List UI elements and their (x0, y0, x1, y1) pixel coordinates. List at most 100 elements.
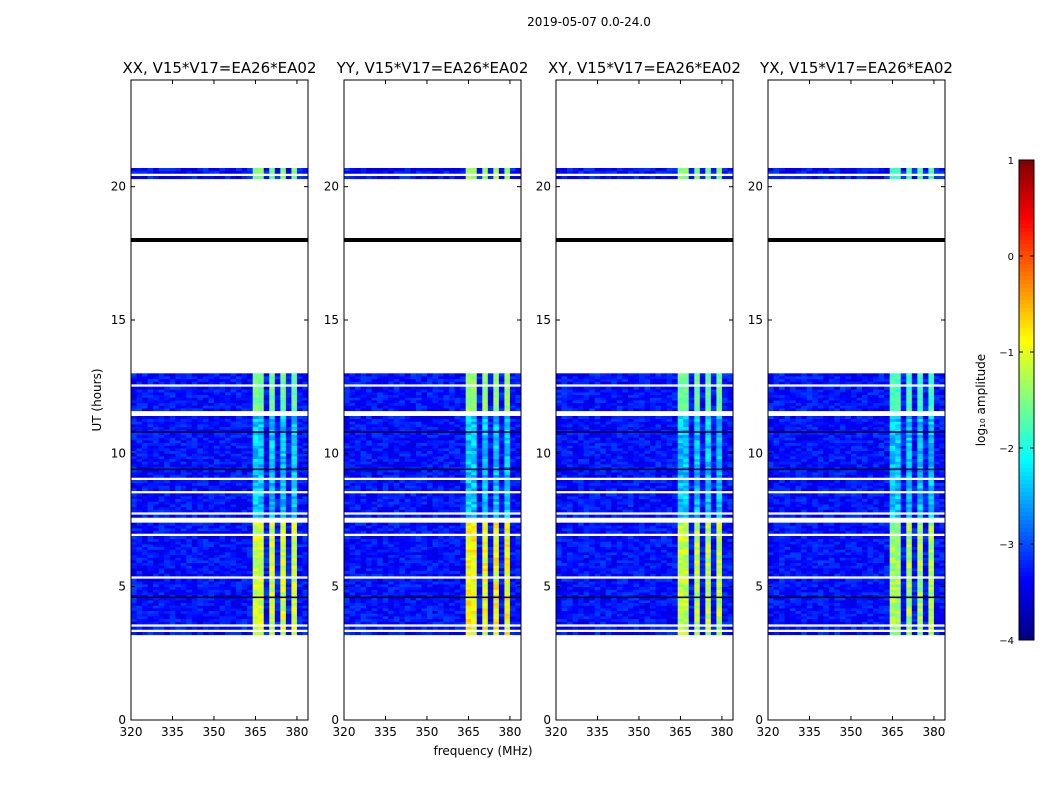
heatmap-cell (147, 544, 154, 548)
heatmap-cell (296, 632, 303, 636)
heatmap-cell (269, 429, 276, 433)
heatmap-cell (158, 376, 165, 380)
heatmap-cell (285, 546, 292, 550)
heatmap-cell (180, 429, 187, 433)
heatmap-cell (280, 552, 287, 556)
heatmap-cell (197, 472, 204, 476)
heatmap-cell (377, 485, 384, 489)
heatmap-cell (169, 613, 176, 617)
heatmap-cell (247, 421, 254, 425)
heatmap-cell (493, 498, 500, 502)
heatmap-cell (202, 424, 209, 428)
heatmap-cell (438, 482, 444, 486)
heatmap-cell (515, 626, 522, 630)
heatmap-cell (399, 504, 406, 508)
heatmap-cell (366, 632, 373, 636)
heatmap-cell (180, 493, 187, 497)
heatmap-cell (460, 565, 467, 569)
heatmap-cell (208, 386, 215, 390)
heatmap-cell (438, 461, 444, 465)
heatmap-cell (487, 437, 494, 441)
heatmap-cell (191, 429, 198, 433)
heatmap-cell (404, 594, 411, 598)
heatmap-cell (180, 525, 187, 529)
heatmap-cell (421, 608, 428, 612)
heatmap-cell (202, 445, 209, 449)
heatmap-cell (443, 552, 450, 556)
heatmap-cell (421, 602, 428, 606)
heatmap-cell (509, 546, 516, 550)
heatmap-cell (498, 469, 505, 473)
heatmap-cell (471, 613, 478, 617)
heatmap-cell (471, 581, 478, 585)
heatmap-cell (296, 530, 303, 534)
heatmap-cell (252, 389, 259, 393)
heatmap-cell (393, 528, 400, 532)
heatmap-cell (164, 586, 171, 590)
heatmap-cell (280, 602, 287, 606)
heatmap-cell (175, 464, 182, 468)
heatmap-cell (213, 562, 220, 566)
heatmap-cell (269, 474, 276, 478)
heatmap-cell (131, 565, 137, 569)
heatmap-cell (186, 400, 193, 404)
heatmap-cell (147, 389, 154, 393)
heatmap-cell (274, 589, 281, 593)
heatmap-cell (208, 573, 215, 577)
heatmap-cell (296, 386, 303, 390)
heatmap-cell (415, 509, 422, 513)
heatmap-cell (415, 573, 422, 577)
heatmap-cell (230, 405, 237, 409)
heatmap-cell (410, 562, 417, 566)
heatmap-cell (280, 522, 287, 526)
heatmap-cell (443, 509, 450, 513)
heatmap-cell (509, 594, 516, 598)
heatmap-cell (415, 554, 422, 558)
heatmap-cell (225, 586, 231, 590)
heatmap-cell (225, 560, 231, 564)
heatmap-cell (136, 632, 143, 636)
heatmap-cell (247, 461, 254, 465)
heatmap-cell (213, 402, 220, 406)
heatmap-cell (158, 578, 165, 582)
heatmap-cell (302, 610, 309, 614)
heatmap-cell (360, 626, 367, 630)
heatmap-cell (153, 597, 160, 601)
heatmap-cell (247, 464, 254, 468)
heatmap-cell (482, 546, 489, 550)
heatmap-cell (225, 602, 231, 606)
heatmap-cell (438, 434, 444, 438)
heatmap-cell (236, 498, 243, 502)
heatmap-cell (191, 538, 198, 542)
heatmap-cell (230, 472, 237, 476)
heatmap-cell (460, 549, 467, 553)
heatmap-cell (449, 602, 456, 606)
heatmap-cell (438, 602, 444, 606)
heatmap-cell (274, 549, 281, 553)
heatmap-cell (164, 626, 171, 630)
heatmap-cell (263, 581, 270, 585)
heatmap-cell (460, 544, 467, 548)
heatmap-cell (296, 458, 303, 462)
heatmap-cell (191, 402, 198, 406)
heatmap-cell (175, 618, 182, 622)
heatmap-cell (219, 461, 226, 465)
heatmap-cell (186, 176, 193, 180)
heatmap-cell (344, 592, 350, 596)
heatmap-cell (377, 498, 384, 502)
heatmap-cell (504, 584, 511, 588)
heatmap-cell (252, 397, 259, 401)
heatmap-cell (142, 408, 148, 412)
heatmap-cell (136, 386, 143, 390)
heatmap-cell (487, 472, 494, 476)
heatmap-cell (296, 613, 303, 617)
heatmap-cell (498, 536, 505, 540)
heatmap-cell (487, 480, 494, 484)
heatmap-cell (208, 546, 215, 550)
heatmap-cell (164, 506, 171, 510)
heatmap-cell (147, 613, 154, 617)
heatmap-cell (515, 528, 522, 532)
heatmap-cell (280, 581, 287, 585)
heatmap-cell (263, 597, 270, 601)
heatmap-cell (360, 456, 367, 460)
